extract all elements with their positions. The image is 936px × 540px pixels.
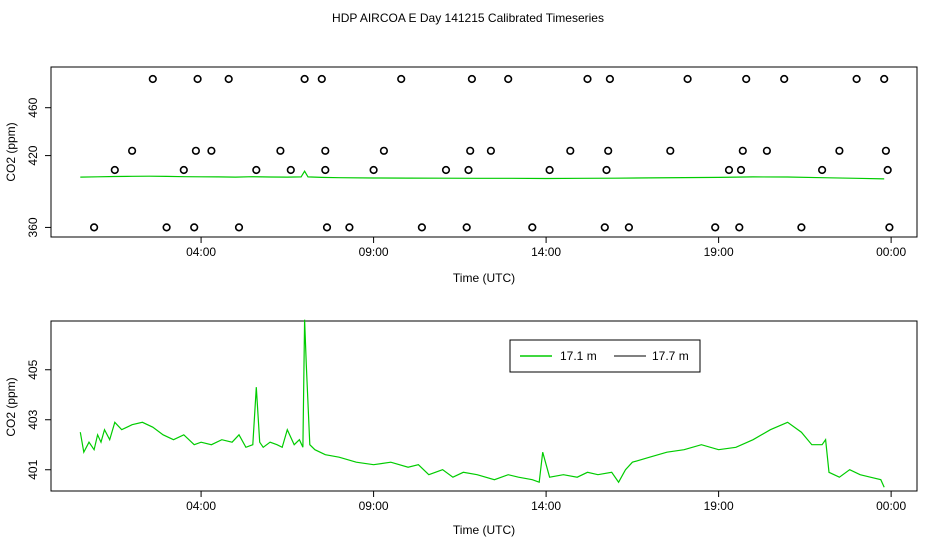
top-marker-point xyxy=(190,223,199,232)
bottom-x-axis-label: Time (UTC) xyxy=(453,523,515,537)
top-marker-point xyxy=(252,165,261,175)
top-marker-point xyxy=(148,74,157,84)
top-marker-point xyxy=(417,223,427,232)
bottom-panel: CO2 (ppm) Time (UTC) 401 403 405 04:00 09:0… xyxy=(4,319,918,537)
top-marker-point xyxy=(600,223,609,232)
top-marker-point xyxy=(817,165,827,175)
top-marker-point xyxy=(321,146,330,155)
top-marker-point xyxy=(735,223,744,232)
top-marker-point xyxy=(583,74,592,84)
top-marker-point xyxy=(322,223,332,232)
bottom-y-axis: 401 403 405 xyxy=(26,359,51,480)
top-marker-point xyxy=(441,165,451,175)
top-x-tick-label: 19:00 xyxy=(704,245,734,259)
top-y-tick-label: 420 xyxy=(26,145,40,165)
bottom-x-tick-label: 04:00 xyxy=(186,499,216,513)
figure-title: HDP AIRCOA E Day 141215 Calibrated Times… xyxy=(332,11,604,25)
top-marker-point xyxy=(321,165,330,175)
top-marker-point xyxy=(605,74,615,84)
top-marker-point xyxy=(110,165,119,175)
top-y-axis: 360 420 460 xyxy=(26,97,51,237)
top-marker-point xyxy=(191,146,200,155)
top-marker-point xyxy=(797,223,806,232)
top-marker-point xyxy=(504,74,513,84)
top-marker-point xyxy=(852,74,861,84)
bottom-plot-frame xyxy=(50,320,918,492)
top-x-axis: 04:00 09:00 14:00 19:00 00:00 xyxy=(186,237,906,259)
top-marker-point xyxy=(624,223,634,232)
top-marker-point xyxy=(397,74,406,84)
top-marker-point xyxy=(379,146,389,155)
top-marker-point xyxy=(738,146,747,155)
top-x-tick-label: 09:00 xyxy=(359,245,389,259)
top-x-tick-label: 00:00 xyxy=(876,245,906,259)
top-marker-point xyxy=(545,165,554,175)
bottom-y-tick-label: 405 xyxy=(26,359,40,379)
top-panel: CO2 (ppm) Time (UTC) 360 420 460 04:00 09:0… xyxy=(4,66,918,285)
top-marker-point xyxy=(345,223,354,232)
top-marker-point xyxy=(762,146,772,155)
top-marker-point xyxy=(464,165,473,175)
top-marker-point xyxy=(193,74,202,84)
top-marker-point xyxy=(881,146,891,155)
top-marker-point xyxy=(224,74,233,84)
bottom-x-axis: 04:00 09:00 14:00 19:00 00:00 xyxy=(186,491,906,513)
top-marker-point xyxy=(486,146,496,155)
top-y-tick-label: 360 xyxy=(26,217,40,237)
bottom-x-tick-label: 00:00 xyxy=(876,499,906,513)
top-marker-point xyxy=(883,165,892,175)
top-marker-point xyxy=(683,74,692,84)
top-y-tick-label: 460 xyxy=(26,97,40,117)
legend-label-17-1-m: 17.1 m xyxy=(560,349,597,363)
top-marker-point xyxy=(566,146,575,155)
bottom-x-tick-label: 19:00 xyxy=(704,499,734,513)
top-series-line-17-1-m xyxy=(80,170,885,180)
top-x-tick-label: 04:00 xyxy=(186,245,216,259)
top-marker-point xyxy=(742,74,751,84)
top-marker-point xyxy=(880,74,889,84)
bottom-x-tick-label: 09:00 xyxy=(359,499,389,513)
top-marker-point xyxy=(369,165,378,175)
top-marker-point xyxy=(736,165,746,175)
top-x-axis-label: Time (UTC) xyxy=(453,271,515,285)
top-marker-point xyxy=(711,223,720,232)
bottom-y-tick-label: 403 xyxy=(26,409,40,429)
top-marker-point xyxy=(462,223,471,232)
top-marker-point xyxy=(885,223,894,232)
top-marker-point xyxy=(89,223,99,232)
top-marker-point xyxy=(162,223,171,232)
top-y-axis-label: CO2 (ppm) xyxy=(4,122,18,181)
top-marker-point xyxy=(300,74,309,84)
top-marker-point xyxy=(128,146,137,155)
legend: 17.1 m 17.7 m xyxy=(509,339,701,373)
top-marker-point xyxy=(466,146,475,155)
top-marker-point xyxy=(286,165,295,175)
top-plot-frame xyxy=(50,66,918,238)
bottom-y-tick-label: 401 xyxy=(26,459,40,479)
top-x-tick-label: 14:00 xyxy=(531,245,561,259)
top-marker-point xyxy=(207,146,216,155)
top-marker-point xyxy=(528,223,537,232)
top-marker-point xyxy=(780,74,789,84)
top-marker-point xyxy=(317,74,326,84)
top-marker-point xyxy=(179,165,188,175)
top-marker-point xyxy=(666,146,675,155)
top-marker-point xyxy=(276,146,285,155)
top-marker-point xyxy=(604,146,613,155)
top-marker-point xyxy=(602,165,611,175)
legend-label-17-7-m: 17.7 m xyxy=(652,349,689,363)
bottom-y-axis-label: CO2 (ppm) xyxy=(4,377,18,436)
top-marker-point xyxy=(234,223,244,232)
top-marker-point xyxy=(467,74,477,84)
bottom-series-line-17-1-m xyxy=(79,319,885,488)
top-marker-point xyxy=(724,165,734,175)
top-marker-series xyxy=(89,74,894,232)
bottom-x-tick-label: 14:00 xyxy=(531,499,561,513)
top-marker-point xyxy=(835,146,844,155)
